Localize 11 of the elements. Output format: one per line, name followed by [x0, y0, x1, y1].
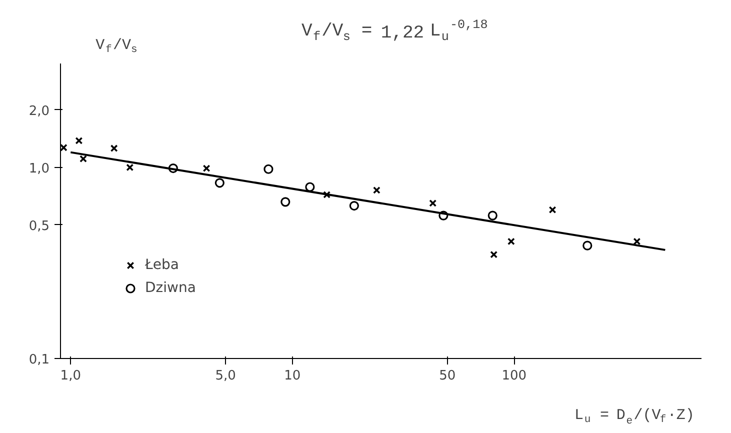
legend-label: Dziwna — [145, 280, 196, 296]
x-tick-label: 5,0 — [215, 368, 236, 384]
y-tick-label: 2,0 — [28, 104, 50, 119]
x-tick-label: 1,0 — [60, 368, 81, 384]
y-tick-label: 0,1 — [28, 352, 50, 368]
x-tick-label: 50 — [439, 368, 456, 384]
y-tick-label: 1,0 — [28, 161, 50, 176]
legend-label: Łeba — [145, 257, 179, 273]
x-tick-label: 10 — [284, 368, 301, 384]
x-tick-label: 100 — [502, 368, 527, 384]
y-tick-label: 0,5 — [28, 218, 50, 234]
